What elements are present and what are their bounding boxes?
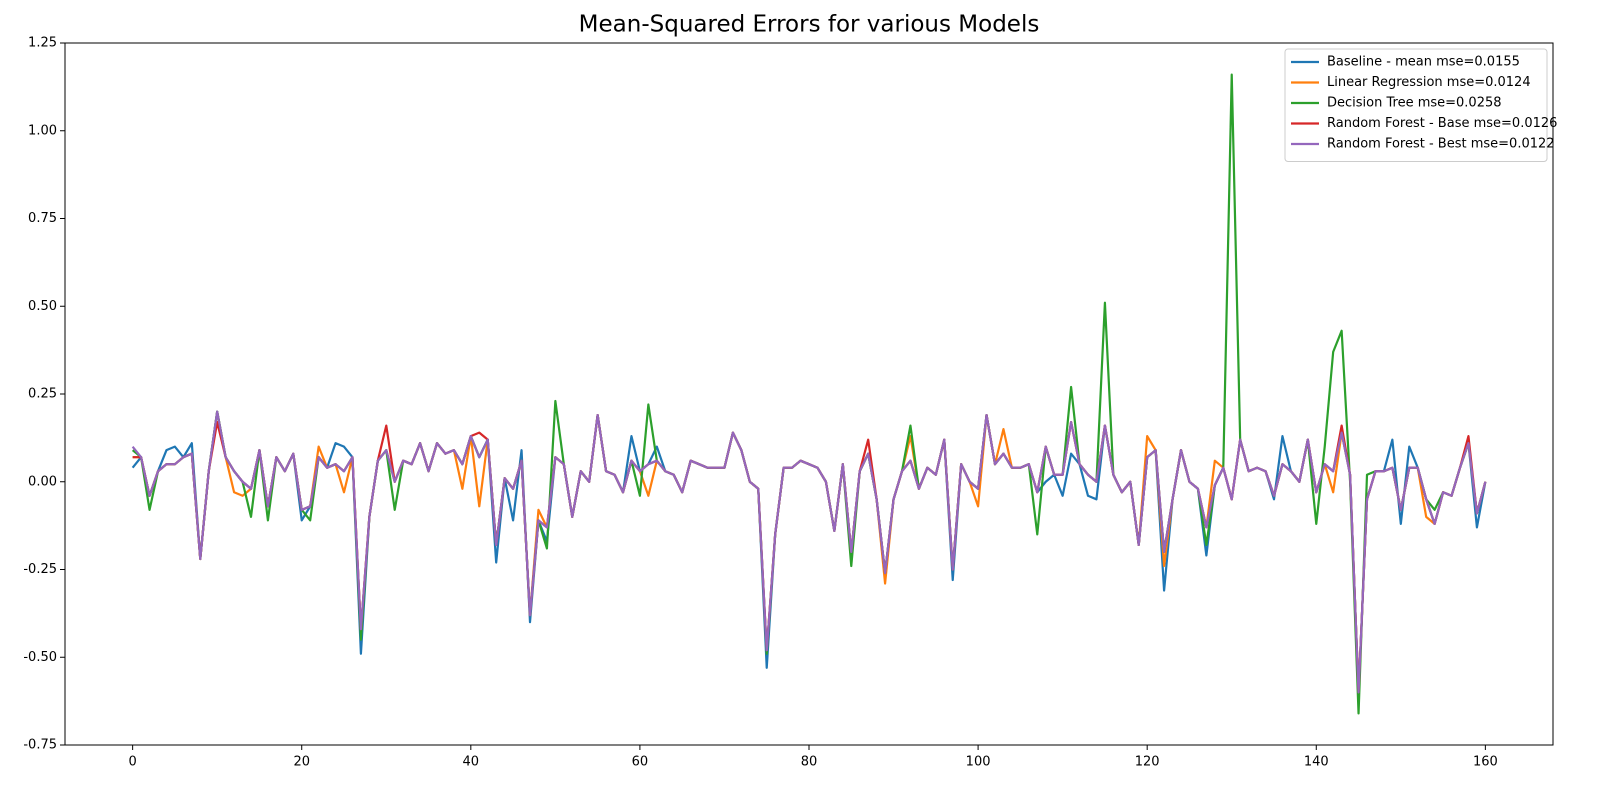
y-tick-label: 0.75 [28, 211, 57, 226]
x-tick-label: 140 [1304, 755, 1329, 770]
legend-label: Random Forest - Best mse=0.0122 [1327, 137, 1555, 152]
y-tick-label: -0.75 [23, 738, 57, 753]
x-tick-label: 20 [293, 755, 310, 770]
legend-label: Linear Regression mse=0.0124 [1327, 75, 1531, 90]
series-line [131, 73, 1487, 715]
x-tick-label: 160 [1473, 755, 1498, 770]
series-line [132, 413, 1487, 694]
y-tick-label: -0.50 [23, 650, 57, 665]
y-tick-label: 0.00 [28, 474, 57, 489]
x-tick-label: 80 [801, 755, 818, 770]
plot-frame [64, 42, 1554, 746]
y-tick-label: 0.50 [28, 299, 57, 314]
y-tick-label: 1.00 [28, 123, 57, 138]
x-tick-label: 120 [1135, 755, 1160, 770]
legend-box [1284, 48, 1548, 162]
series-line [131, 410, 1487, 694]
legend-label: Baseline - mean mse=0.0155 [1327, 55, 1520, 70]
legend: Baseline - mean mse=0.0155 Linear Regress… [1284, 48, 1557, 162]
series-line [132, 410, 1487, 694]
y-tick-label: 0.25 [28, 387, 57, 402]
x-tick-label: 60 [632, 755, 649, 770]
series-line [131, 410, 1487, 694]
x-tick-label: 40 [463, 755, 480, 770]
y-tick-label: -0.25 [23, 562, 57, 577]
legend-label: Random Forest - Base mse=0.0126 [1327, 116, 1557, 131]
y-tick-label: 1.25 [28, 36, 57, 51]
legend-label: Decision Tree mse=0.0258 [1327, 96, 1502, 111]
x-tick-label: 0 [128, 755, 136, 770]
chart-title: Mean-Squared Errors for various Models [579, 12, 1040, 38]
x-tick-label: 100 [966, 755, 991, 770]
